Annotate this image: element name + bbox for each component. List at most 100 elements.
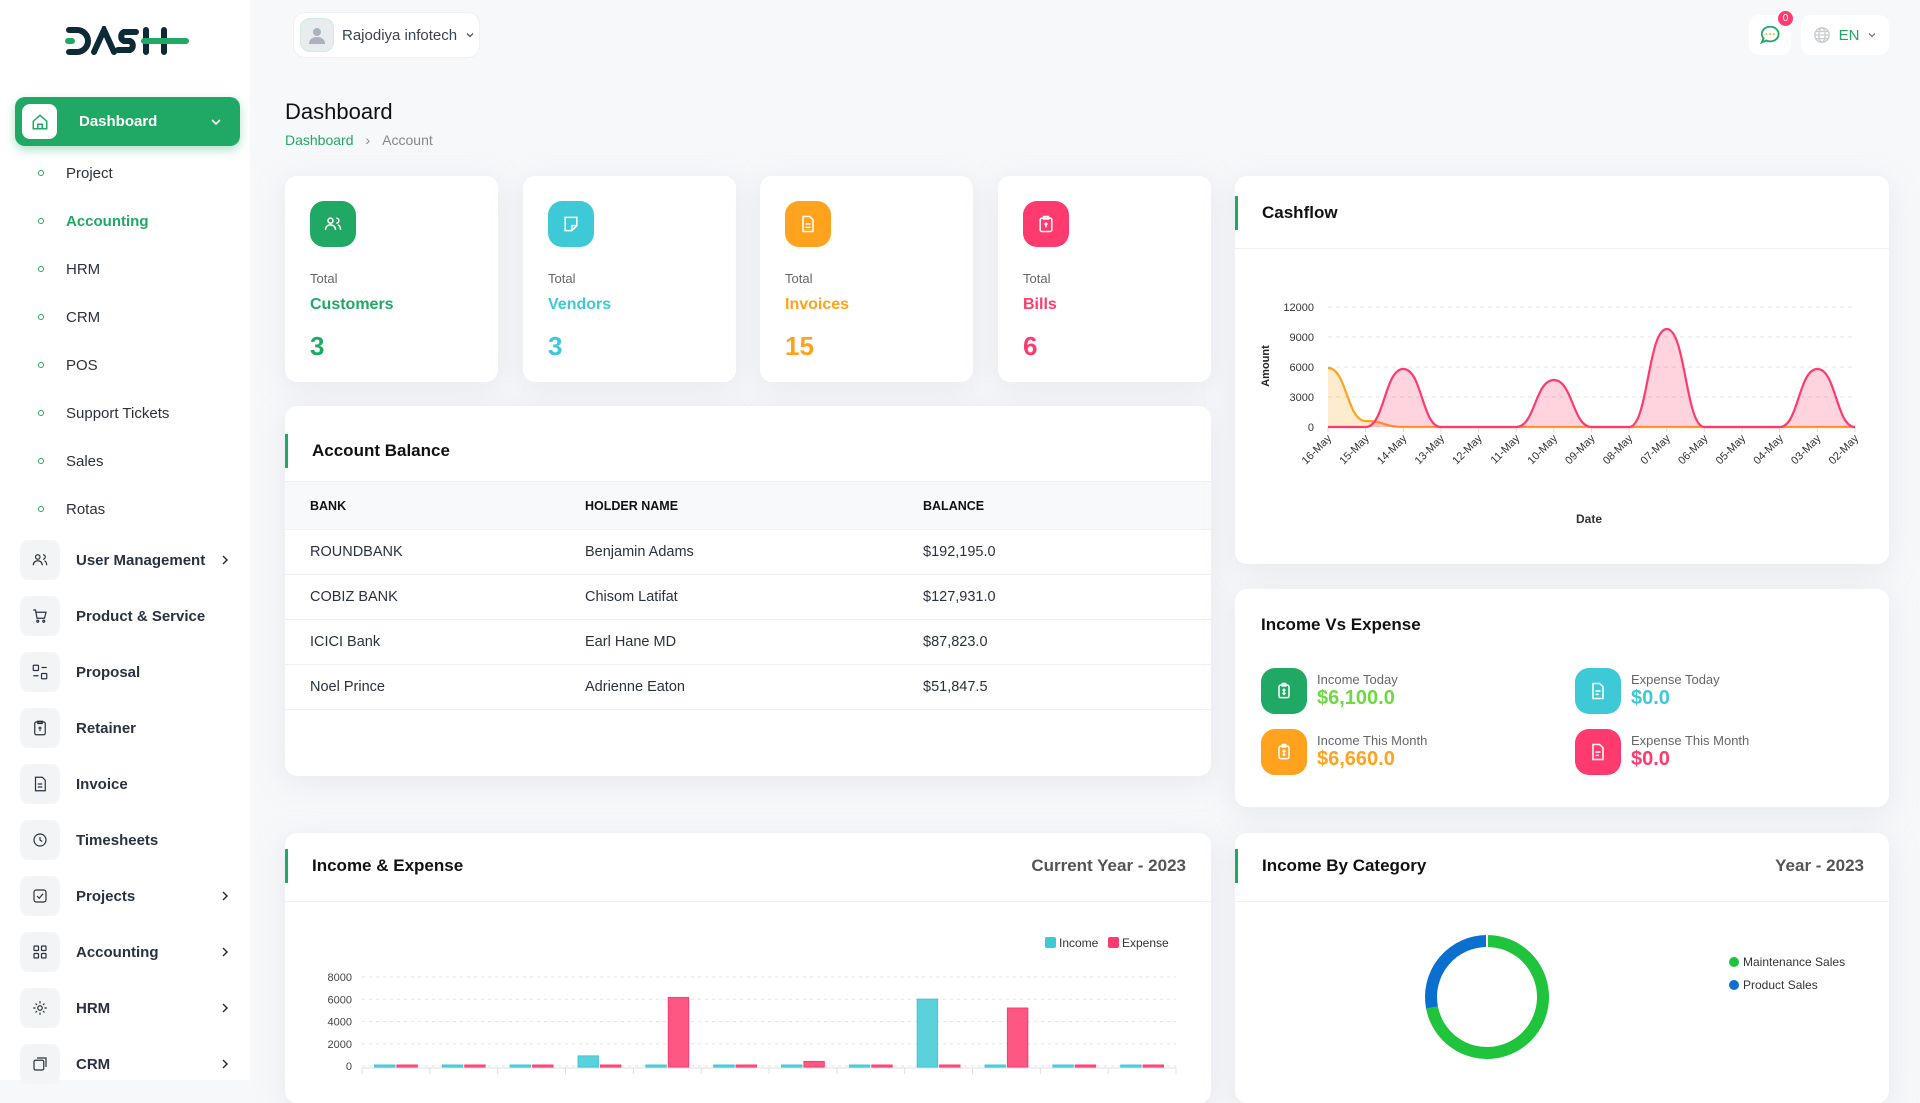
language-dropdown[interactable]: EN	[1801, 15, 1889, 55]
bar-income[interactable]	[509, 1064, 532, 1068]
bar-expense[interactable]	[1142, 1064, 1164, 1068]
bar-expense[interactable]	[871, 1064, 893, 1068]
bullet-icon	[38, 170, 44, 176]
sidebar-item-projects[interactable]: Projects	[20, 874, 230, 918]
y-axis-label: Amount	[1260, 345, 1272, 387]
checkbox-icon	[20, 876, 60, 916]
sidebar-subitem-pos[interactable]: POS	[38, 353, 98, 377]
company-dropdown[interactable]: Rajodiya infotech	[293, 12, 480, 58]
sidebar-subitem-label: POS	[66, 356, 98, 374]
table-row[interactable]: ICICI Bank Earl Hane MD $87,823.0	[285, 619, 1211, 665]
sidebar-item-invoice[interactable]: Invoice	[20, 762, 230, 806]
column-header: BALANCE	[923, 481, 1211, 530]
home-icon	[22, 104, 57, 139]
sidebar-subitem-crm[interactable]: CRM	[38, 305, 100, 329]
income-expense-stat: Expense Today $0.0	[1575, 668, 1720, 714]
income-expense-chart: 0 2000 4000 6000 8000 Income Expense	[328, 936, 1177, 1074]
donut-slice-maintenance-sales[interactable]	[1426, 935, 1549, 1059]
bar-expense[interactable]	[1074, 1064, 1097, 1068]
table-row[interactable]: COBIZ BANK Chisom Latifat $127,931.0	[285, 574, 1211, 620]
bar-income[interactable]	[713, 1064, 735, 1068]
account-balance-table: BANK HOLDER NAME BALANCE ROUNDBANK Benjamin…	[285, 481, 1211, 710]
bar-income[interactable]	[645, 1064, 667, 1068]
bar-income[interactable]	[374, 1064, 396, 1068]
retainer-icon	[20, 708, 60, 748]
bar-expense[interactable]	[396, 1064, 418, 1068]
x-tick-label: 07-May	[1638, 432, 1673, 467]
card-title: Income Vs Expense	[1261, 615, 1421, 634]
sidebar-subitem-accounting[interactable]: Accounting	[38, 209, 149, 233]
bar-expense[interactable]	[939, 1064, 961, 1068]
bar-income[interactable]	[781, 1064, 803, 1068]
sidebar-item-dashboard[interactable]: Dashboard	[15, 97, 240, 146]
clock-icon	[20, 820, 60, 860]
bar-income[interactable]	[1120, 1064, 1142, 1068]
sidebar-item-timesheets[interactable]: Timesheets	[20, 818, 230, 862]
bar-expense[interactable]	[1006, 1007, 1029, 1068]
sidebar-subitem-project[interactable]: Project	[38, 161, 113, 185]
sidebar-subitem-label: Rotas	[66, 500, 106, 518]
table-cell: Earl Hane MD	[585, 619, 923, 665]
stat-card-invoices[interactable]: Total Invoices 15	[760, 176, 973, 382]
table-cell: Benjamin Adams	[585, 529, 923, 575]
bar-expense[interactable]	[803, 1060, 825, 1068]
sidebar-item-crm[interactable]: CRM	[20, 1042, 230, 1086]
period-label: Current Year - 2023	[1031, 856, 1186, 875]
table-row[interactable]: ROUNDBANK Benjamin Adams $192,195.0	[285, 529, 1211, 575]
x-tick-label: 11-May	[1488, 432, 1522, 466]
y-tick-label: 12000	[1283, 302, 1314, 314]
sidebar-item-retainer[interactable]: Retainer	[20, 706, 230, 750]
stat-card-vendors[interactable]: Total Vendors 3	[523, 176, 736, 382]
sidebar-item-accounting[interactable]: Accounting	[20, 930, 230, 974]
cashflow-area-1	[1328, 329, 1855, 427]
bar-expense[interactable]	[667, 996, 690, 1068]
breadcrumb-link[interactable]: Dashboard	[285, 132, 354, 148]
breadcrumb: Dashboard › Account	[285, 132, 433, 148]
stat-caption: Total	[548, 271, 576, 286]
bar-income[interactable]	[984, 1064, 1006, 1068]
sidebar-item-product-service[interactable]: Product & Service	[20, 594, 230, 638]
donut-slice-product-sales[interactable]	[1425, 935, 1488, 1009]
sidebar-item-user-management[interactable]: User Management	[20, 538, 230, 582]
clipboard-icon	[1023, 201, 1069, 247]
stat-label: Invoices	[785, 296, 850, 313]
x-tick-label: 02-May	[1827, 432, 1862, 467]
bar-income[interactable]	[577, 1055, 599, 1068]
chat-icon	[1759, 25, 1780, 45]
invoice-icon	[20, 764, 60, 804]
income-category-card: Income By Category Year - 2023 Maintenan…	[1235, 833, 1889, 1103]
bar-income[interactable]	[1052, 1064, 1074, 1068]
sidebar-subitem-hrm[interactable]: HRM	[38, 257, 100, 281]
column-header: BANK	[285, 481, 585, 530]
stat-card-customers[interactable]: Total Customers 3	[285, 176, 498, 382]
sidebar-item-hrm[interactable]: HRM	[20, 986, 230, 1030]
y-tick-label: 4000	[328, 1017, 352, 1029]
stat-card-bills[interactable]: Total Bills 6	[998, 176, 1211, 382]
stat-value: 15	[785, 331, 814, 361]
chevron-right-icon	[222, 947, 229, 957]
sidebar-item-proposal[interactable]: Proposal	[20, 650, 230, 694]
sidebar-subitem-support-tickets[interactable]: Support Tickets	[38, 401, 169, 425]
sidebar-subitem-label: Project	[66, 164, 113, 182]
bar-expense[interactable]	[599, 1064, 622, 1068]
table-cell: Chisom Latifat	[585, 574, 923, 620]
bar-income[interactable]	[441, 1064, 464, 1068]
stat-value: $6,660.0	[1317, 748, 1395, 770]
table-row[interactable]: Noel Prince Adrienne Eaton $51,847.5	[285, 664, 1211, 710]
bar-expense[interactable]	[735, 1064, 757, 1068]
bar-income[interactable]	[848, 1064, 871, 1068]
stat-caption: Total	[310, 271, 338, 286]
bullet-icon	[38, 218, 44, 224]
income-expense-stat: Expense This Month $0.0	[1575, 729, 1749, 775]
proposal-icon	[20, 652, 60, 692]
bar-income[interactable]	[916, 998, 939, 1068]
legend-marker	[1729, 980, 1739, 990]
bar-expense[interactable]	[532, 1064, 554, 1068]
logo[interactable]	[64, 22, 190, 61]
bar-expense[interactable]	[464, 1064, 486, 1068]
messages-button[interactable]: 0	[1749, 11, 1793, 55]
sidebar: Dashboard Project Accounting HRM CRM POS Supp…	[0, 0, 250, 1084]
sidebar-subitem-sales[interactable]: Sales	[38, 449, 104, 473]
sidebar-subitem-label: Accounting	[66, 212, 149, 230]
sidebar-subitem-rotas[interactable]: Rotas	[38, 497, 105, 521]
